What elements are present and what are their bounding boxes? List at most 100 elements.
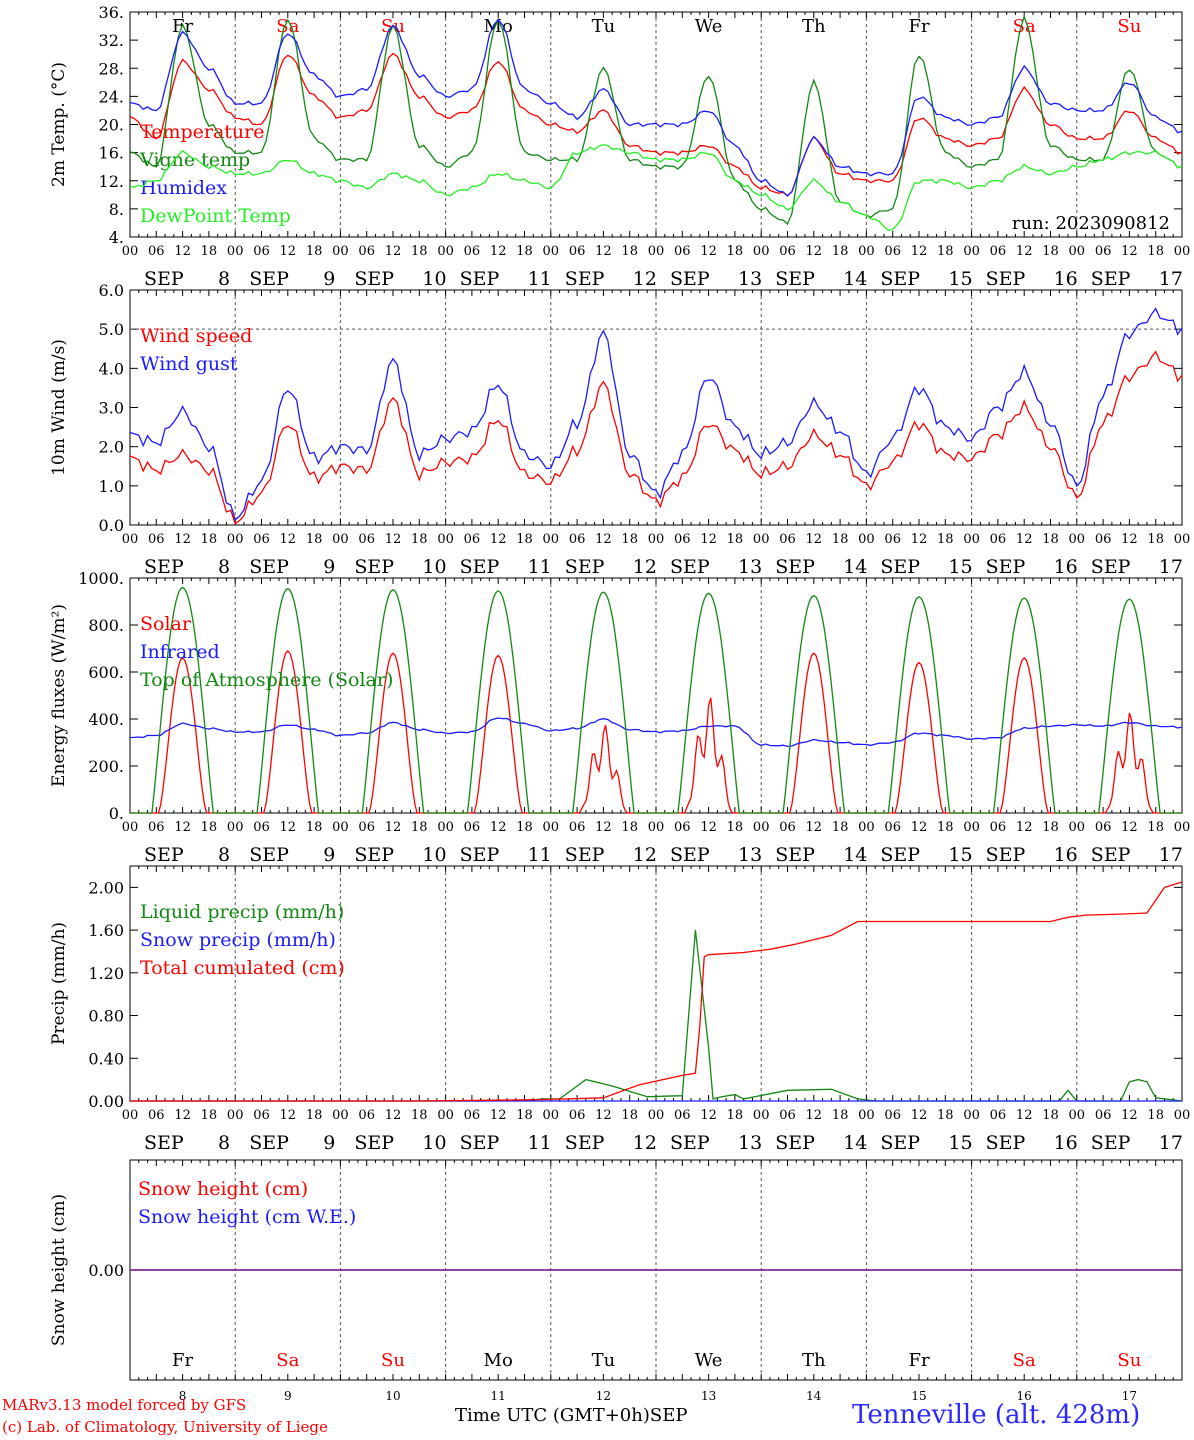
hour-label: 06 [253, 820, 270, 835]
y-tick-label: 0.40 [88, 1049, 124, 1068]
hour-label: 00 [858, 1108, 875, 1123]
month-label: SEP [565, 1132, 605, 1154]
y-tick-label: 36. [99, 3, 124, 22]
day-name: Th [802, 1350, 826, 1371]
month-label: SEP [670, 268, 710, 290]
hour-label: 06 [464, 1108, 481, 1123]
hour-label: 12 [280, 532, 297, 547]
legend-entry: Top of Atmosphere (Solar) [140, 669, 393, 691]
hour-label: 12 [1016, 1108, 1033, 1123]
y-axis-label: Energy fluxes (W/m²) [49, 604, 69, 787]
hour-label: 12 [700, 1108, 717, 1123]
hour-label: 12 [911, 532, 928, 547]
hour-label: 00 [1174, 532, 1191, 547]
day-name: Sa [1013, 16, 1036, 37]
hour-label: 06 [148, 244, 165, 259]
hour-label: 00 [227, 244, 244, 259]
day-name: Fr [172, 1350, 193, 1371]
day-name: Mo [484, 1350, 513, 1371]
series-line-vigne-temp [129, 14, 1183, 226]
y-axis-label: Precip (mm/h) [49, 922, 69, 1045]
month-label: SEP [249, 556, 289, 578]
hour-label: 18 [937, 1108, 954, 1123]
month-label: SEP [1091, 844, 1131, 866]
y-tick-label: 8. [109, 200, 124, 219]
legend-entry: Total cumulated (cm) [140, 957, 345, 979]
hour-label: 06 [1095, 820, 1112, 835]
hour-label: 12 [490, 532, 507, 547]
hour-label: 12 [280, 244, 297, 259]
hour-label: 06 [464, 532, 481, 547]
y-tick-label: 1.60 [88, 921, 124, 940]
month-label: SEP [986, 844, 1026, 866]
hour-label: 00 [753, 820, 770, 835]
hour-label: 06 [358, 820, 375, 835]
hour-label: 18 [1147, 1108, 1164, 1123]
time-axis-label: Time UTC (GMT+0h)SEP [455, 1405, 687, 1426]
month-label: SEP [986, 268, 1026, 290]
legend-entry: Liquid precip (mm/h) [140, 901, 344, 923]
hour-label: 06 [990, 820, 1007, 835]
hour-label: 12 [700, 532, 717, 547]
month-label: SEP [249, 268, 289, 290]
hour-label: 06 [569, 820, 586, 835]
panel-precip: 0.00 0.40 0.80 1.20 1.60 2.00 Precip (mm/h) Liq… [49, 865, 1191, 1154]
hour-label: 18 [306, 244, 323, 259]
hour-label: 18 [832, 820, 849, 835]
y-tick-label: 0.00 [88, 1261, 124, 1280]
hour-label: 00 [963, 820, 980, 835]
hour-label: 18 [1147, 244, 1164, 259]
month-label: SEP [775, 268, 815, 290]
legend-entry: Humidex [140, 177, 227, 199]
hour-label: 06 [1095, 244, 1112, 259]
date-number: 16 [1017, 1389, 1032, 1403]
hour-label: 00 [648, 244, 665, 259]
hour-label: 12 [806, 1108, 823, 1123]
month-label: SEP [775, 556, 815, 578]
hour-label: 06 [884, 244, 901, 259]
hour-label: 00 [1069, 820, 1086, 835]
hour-label: 00 [648, 1108, 665, 1123]
date-label: 17 [1159, 1132, 1183, 1154]
day-name: Su [1117, 1350, 1141, 1371]
hour-label: 06 [990, 244, 1007, 259]
hour-label: 00 [1174, 1108, 1191, 1123]
date-label: 13 [738, 1132, 762, 1154]
date-label: 8 [218, 556, 230, 578]
hour-label: 12 [490, 820, 507, 835]
hour-label: 12 [806, 244, 823, 259]
hour-label: 06 [884, 1108, 901, 1123]
date-number: 12 [596, 1389, 611, 1403]
day-name: Tu [592, 16, 616, 37]
hour-label: 06 [148, 532, 165, 547]
y-tick-label: 2.00 [88, 878, 124, 897]
month-label: SEP [249, 844, 289, 866]
hour-label: 18 [1147, 532, 1164, 547]
y-tick-label: 0.0 [99, 516, 124, 535]
hour-label: 06 [884, 820, 901, 835]
hour-label: 12 [280, 1108, 297, 1123]
month-label: SEP [460, 844, 500, 866]
hour-label: 12 [911, 820, 928, 835]
hour-label: 06 [569, 1108, 586, 1123]
hour-label: 00 [648, 532, 665, 547]
legend-entry: DewPoint Temp [140, 205, 291, 227]
hour-label: 12 [1016, 244, 1033, 259]
month-label: SEP [1091, 268, 1131, 290]
series-line-wind-speed [129, 350, 1183, 525]
hour-label: 18 [727, 1108, 744, 1123]
hour-label: 18 [306, 532, 323, 547]
hour-label: 18 [1042, 820, 1059, 835]
date-label: 13 [738, 268, 762, 290]
month-label: SEP [986, 556, 1026, 578]
date-label: 14 [843, 268, 867, 290]
hour-label: 12 [1121, 1108, 1138, 1123]
date-number: 10 [385, 1389, 400, 1403]
month-label: SEP [354, 1132, 394, 1154]
month-label: SEP [249, 1132, 289, 1154]
hour-label: 06 [674, 532, 691, 547]
hour-label: 00 [1069, 532, 1086, 547]
hour-label: 00 [122, 532, 139, 547]
hour-label: 00 [437, 1108, 454, 1123]
